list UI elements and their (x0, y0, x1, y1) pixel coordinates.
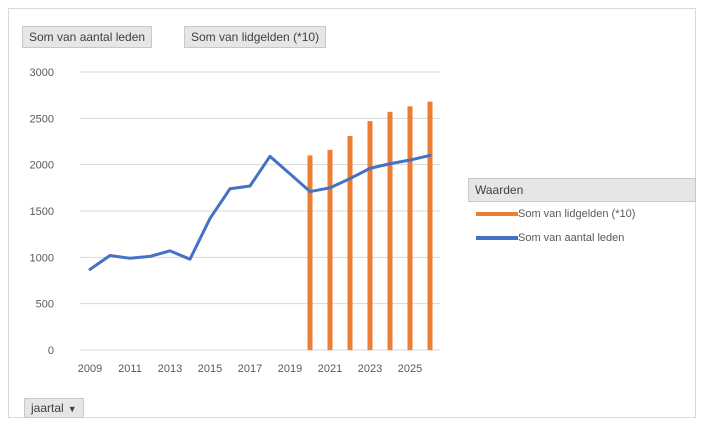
axis-field-label: jaartal (31, 401, 64, 415)
field-button-fees[interactable]: Som van lidgelden (*10) (184, 26, 327, 48)
legend-label-fees: Som van lidgelden (*10) (518, 208, 636, 220)
legend: Waarden Som van lidgelden (*10) Som van … (468, 178, 696, 250)
dropdown-arrow-icon: ▼ (67, 404, 77, 414)
legend-item-members[interactable]: Som van aantal leden (468, 226, 696, 250)
legend-item-fees[interactable]: Som van lidgelden (*10) (468, 202, 696, 226)
legend-swatch-fees (476, 212, 518, 216)
legend-title[interactable]: Waarden (468, 178, 696, 202)
legend-swatch-members (476, 236, 518, 240)
legend-label-members: Som van aantal leden (518, 232, 625, 244)
axis-field-button[interactable]: jaartal ▼ (24, 398, 84, 418)
field-button-members[interactable]: Som van aantal leden (22, 26, 153, 48)
